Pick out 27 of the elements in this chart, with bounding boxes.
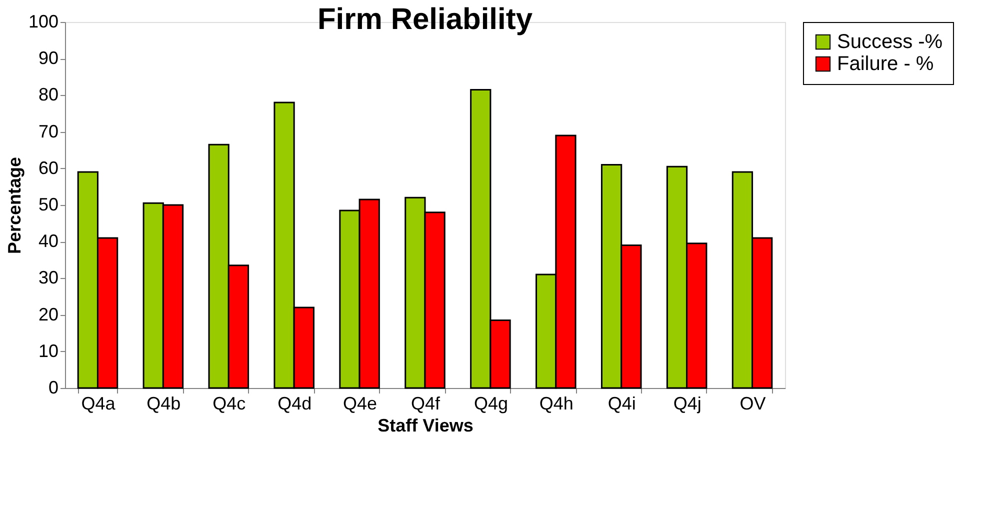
y-tick-label: 90 xyxy=(38,48,58,68)
y-tick-label: 50 xyxy=(38,194,58,214)
x-tick-label: Q4d xyxy=(278,394,312,414)
y-axis-title: Percentage xyxy=(4,156,24,254)
y-tick-label: 10 xyxy=(38,340,58,361)
x-tick-label: Q4i xyxy=(608,394,636,414)
x-tick-label: OV xyxy=(740,394,766,414)
x-axis-title: Staff Views xyxy=(378,416,474,436)
y-tick-label: 40 xyxy=(38,231,58,252)
x-tick-label: Q4a xyxy=(81,394,116,414)
legend-label: Success -% xyxy=(837,31,943,53)
y-tick-label: 20 xyxy=(38,304,58,324)
x-tick-label: Q4b xyxy=(146,394,181,414)
chart-title: Firm Reliability xyxy=(317,3,533,36)
x-tick-label: Q4j xyxy=(673,394,702,414)
y-tick-label: 100 xyxy=(28,12,58,32)
legend-label: Failure - % xyxy=(837,53,934,75)
y-tick-label: 80 xyxy=(38,84,58,105)
y-tick-label: 30 xyxy=(38,268,58,288)
y-tick-label: 70 xyxy=(38,121,58,142)
y-tick-label: 0 xyxy=(48,378,58,398)
x-tick-label: Q4h xyxy=(539,394,574,414)
x-tick-label: Q4g xyxy=(474,394,508,414)
x-tick-label: Q4f xyxy=(410,394,442,414)
x-tick-label: Q4c xyxy=(212,394,246,414)
x-tick-label: Q4e xyxy=(343,394,378,414)
y-tick-label: 60 xyxy=(38,158,58,178)
